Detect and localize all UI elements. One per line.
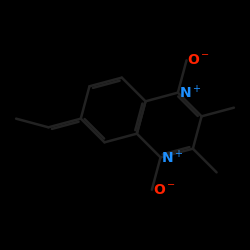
Text: O$^-$: O$^-$ xyxy=(152,183,176,197)
Text: O$^-$: O$^-$ xyxy=(187,53,210,67)
Text: N$^+$: N$^+$ xyxy=(161,149,184,166)
Text: N$^+$: N$^+$ xyxy=(178,84,201,101)
